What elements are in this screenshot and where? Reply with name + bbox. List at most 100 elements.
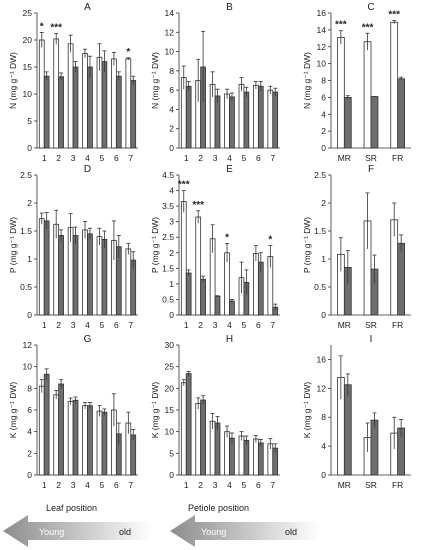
- bar-open: [111, 58, 117, 149]
- y-tick-label: 25: [23, 8, 33, 18]
- y-tick-label: 10: [165, 427, 175, 437]
- x-tick-label: 2: [198, 320, 203, 330]
- bar-filled: [58, 76, 64, 149]
- bar-filled: [115, 75, 122, 149]
- panel-title: A: [84, 2, 91, 13]
- x-tick-label: 7: [270, 153, 275, 163]
- x-tick-label: 3: [213, 153, 218, 163]
- y-tick-label: 4: [169, 104, 174, 114]
- y-tick-label: 0.5: [20, 282, 32, 292]
- y-tick-label: 4.5: [162, 170, 174, 180]
- panel-i: 0 4 8 12 16 I K (mg g⁻¹ DW) MR SR FR: [302, 334, 411, 490]
- x-tick-label: 3: [71, 153, 76, 163]
- bar-filled: [257, 442, 264, 476]
- y-tick-label: 0: [27, 310, 32, 320]
- panel-title: G: [84, 334, 92, 345]
- bar-open: [82, 53, 88, 149]
- y-tick-label: 14: [317, 25, 327, 35]
- y-tick-label: 14: [165, 8, 175, 18]
- y-tick-label: 3.5: [162, 201, 174, 211]
- x-tick-label: 1: [42, 320, 47, 330]
- bar-filled: [243, 91, 250, 149]
- significance-marker: *: [126, 47, 130, 58]
- x-tick-label: 2: [56, 480, 61, 490]
- bar-open: [125, 58, 132, 149]
- y-tick-label: 10: [23, 362, 33, 372]
- bar-filled: [397, 78, 405, 149]
- y-tick-label: 0: [169, 143, 174, 153]
- x-tick-label: 2: [56, 320, 61, 330]
- panel-e: 0 0.5 1 1.5 2 2.5 3 3.5 4 4.5 E P (mg g⁻¹ DW) 1 *** 2 *…: [150, 164, 280, 330]
- leaf-young-label: Young: [39, 527, 64, 537]
- bar-open: [363, 41, 372, 149]
- bar-open: [67, 400, 74, 476]
- panel-title: F: [368, 164, 374, 175]
- x-tick-label: FR: [392, 153, 403, 163]
- y-tick-label: 8: [169, 66, 174, 76]
- bar-open: [38, 39, 45, 149]
- y-tick-label: 2: [27, 448, 32, 458]
- y-tick-label: 4: [27, 427, 32, 437]
- x-tick-label: 2: [56, 153, 61, 163]
- y-tick-label: 0: [321, 143, 326, 153]
- y-tick-label: 30: [165, 340, 175, 350]
- y-tick-label: 12: [317, 383, 327, 393]
- x-tick-label: 3: [213, 320, 218, 330]
- bar-open: [67, 43, 74, 149]
- y-tick-label: 15: [23, 62, 33, 72]
- bar-filled: [72, 235, 79, 316]
- bar-open: [96, 410, 103, 476]
- bar-filled: [43, 373, 50, 476]
- x-tick-label: 4: [227, 153, 232, 163]
- y-tick-label: 2: [321, 198, 326, 208]
- x-tick-label: 7: [128, 153, 133, 163]
- x-tick-label: 6: [256, 320, 261, 330]
- x-tick-label: 4: [85, 153, 90, 163]
- leaf-position-caption: Leaf position: [46, 503, 97, 513]
- significance-marker: *: [225, 232, 229, 243]
- bar-open: [180, 382, 187, 476]
- bar-filled: [229, 437, 235, 476]
- bar-filled: [130, 80, 137, 149]
- y-tick-label: 1: [169, 279, 174, 289]
- panel-title: H: [226, 334, 233, 345]
- panel-f: 0 0.5 1 1.5 2 2.5 F P (mg g⁻¹ DW) MR SR FR: [302, 164, 411, 330]
- y-tick-label: 12: [317, 42, 327, 52]
- bar-filled: [43, 220, 50, 316]
- bar-filled: [101, 411, 108, 476]
- x-tick-label: 7: [270, 320, 275, 330]
- y-tick-label: 0: [321, 310, 326, 320]
- y-tick-label: 1: [27, 254, 32, 264]
- bar-filled: [370, 96, 379, 149]
- x-tick-label: 5: [100, 320, 105, 330]
- bar-open: [38, 385, 45, 476]
- y-tick-label: 4: [321, 441, 326, 451]
- panel-d: 00.511.522.5 DP (mg g⁻¹ DW)1 2 3 4 5 6 7: [8, 164, 138, 330]
- bar-open: [390, 21, 399, 149]
- y-axis-label: K (mg g⁻¹ DW): [150, 382, 160, 439]
- bar-filled: [87, 405, 93, 476]
- x-tick-label: 1: [184, 480, 189, 490]
- bar-filled: [130, 434, 137, 476]
- bar-open: [195, 216, 202, 316]
- y-tick-label: 0.5: [162, 294, 174, 304]
- x-tick-label: 5: [242, 320, 247, 330]
- significance-marker: *: [40, 21, 44, 32]
- panel-c: 0 2 4 6 8 10 12 14 16 C N (mg g⁻¹ DW) MR *** SR *** FR *…: [302, 2, 411, 163]
- x-tick-label: 7: [128, 320, 133, 330]
- y-tick-label: 2.5: [314, 170, 326, 180]
- x-tick-label: 1: [184, 153, 189, 163]
- bar-open: [253, 84, 259, 149]
- petiole-young-label: Young: [201, 527, 226, 537]
- y-tick-label: 0: [169, 310, 174, 320]
- bar-filled: [397, 242, 405, 316]
- leaf-young-old-arrow: [3, 515, 152, 547]
- bar-open: [125, 248, 132, 316]
- bar-filled: [343, 96, 352, 149]
- bar-open: [336, 37, 345, 149]
- y-tick-label: 6: [169, 85, 174, 95]
- significance-marker: ***: [388, 10, 400, 21]
